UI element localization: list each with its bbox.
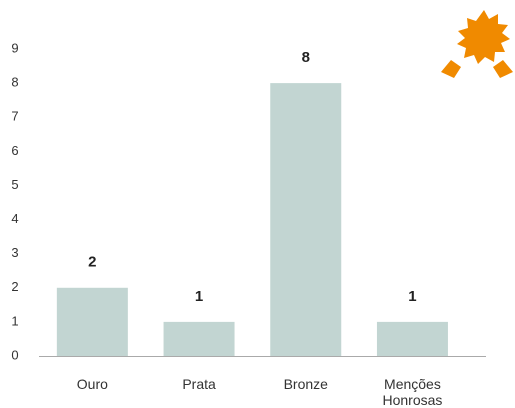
y-tick-label: 3 xyxy=(11,245,18,260)
badge-icon xyxy=(441,10,513,78)
y-tick-label: 4 xyxy=(11,211,18,226)
y-tick-label: 1 xyxy=(11,313,18,328)
y-tick-label: 8 xyxy=(11,75,18,90)
bar xyxy=(56,287,128,356)
bar xyxy=(376,321,448,356)
value-label: 1 xyxy=(195,288,203,305)
value-label: 1 xyxy=(408,288,416,305)
y-tick-label: 7 xyxy=(11,109,18,124)
value-label: 2 xyxy=(88,254,96,271)
y-tick-label: 2 xyxy=(11,279,18,294)
bar xyxy=(163,321,235,356)
x-tick-label: Prata xyxy=(182,376,216,392)
y-tick-label: 9 xyxy=(11,40,18,55)
y-tick-label: 0 xyxy=(11,347,18,362)
x-tick-label: Menções Honrosas xyxy=(382,376,443,408)
x-tick-label: Ouro xyxy=(76,376,108,392)
value-label: 8 xyxy=(302,49,310,66)
x-tick-label: Bronze xyxy=(283,376,328,392)
y-tick-label: 6 xyxy=(11,143,18,158)
bar xyxy=(270,83,342,356)
y-tick-label: 5 xyxy=(11,177,18,192)
